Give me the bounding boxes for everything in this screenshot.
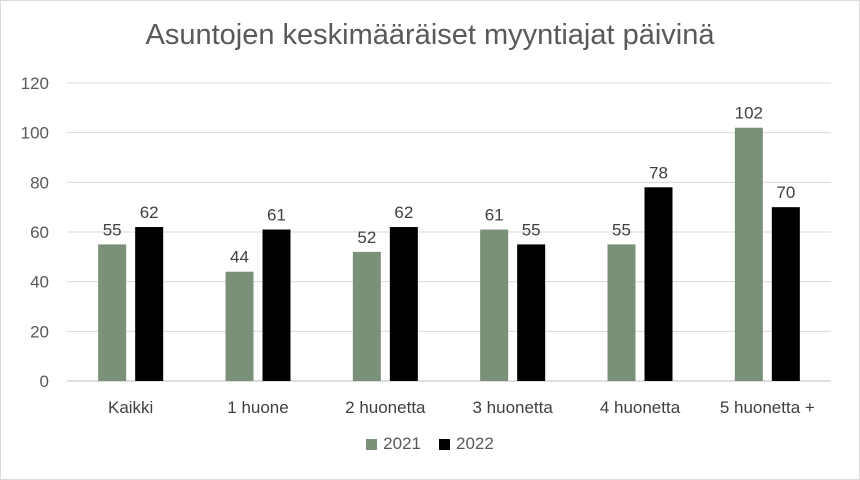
- x-category-label-4: 4 huonetta: [600, 398, 681, 417]
- legend-swatch-2022: [439, 438, 450, 450]
- x-category-label-1: 1 huone: [227, 398, 288, 417]
- bar-2021-2: [352, 251, 381, 381]
- data-label-2021-2: 52: [357, 228, 376, 247]
- chart-title: Asuntojen keskimääräiset myyntiajat päiv…: [145, 19, 715, 51]
- legend-item-2022: 2022: [439, 434, 494, 454]
- bar-2022-3: [517, 244, 546, 381]
- data-label-2021-4: 55: [612, 220, 631, 239]
- x-category-label-5: 5 huonetta +: [720, 398, 815, 417]
- data-label-2022-4: 78: [649, 163, 668, 182]
- bar-2021-5: [734, 127, 763, 381]
- y-tick-label-120: 120: [21, 74, 49, 93]
- chart-legend: 2021 2022: [1, 434, 859, 454]
- y-tick-label-60: 60: [30, 223, 49, 242]
- bar-2021-0: [98, 244, 127, 381]
- y-tick-label-0: 0: [40, 372, 49, 391]
- data-label-2021-5: 102: [735, 104, 763, 123]
- bar-2022-4: [644, 187, 673, 381]
- y-tick-label-40: 40: [30, 273, 49, 292]
- x-category-label-3: 3 huonetta: [472, 398, 553, 417]
- bar-2021-4: [607, 244, 636, 381]
- bar-2022-2: [389, 227, 418, 381]
- bar-2021-3: [480, 229, 509, 381]
- data-label-2022-0: 62: [140, 203, 159, 222]
- x-category-label-2: 2 huonetta: [345, 398, 426, 417]
- legend-item-2021: 2021: [366, 434, 421, 454]
- data-label-2022-2: 62: [394, 203, 413, 222]
- bar-2022-1: [262, 229, 291, 381]
- data-label-2022-3: 55: [522, 220, 541, 239]
- legend-label-2022: 2022: [456, 434, 494, 453]
- y-tick-label-100: 100: [21, 124, 49, 143]
- bar-2021-1: [225, 271, 254, 381]
- legend-swatch-2021: [366, 438, 378, 450]
- data-label-2022-5: 70: [776, 183, 795, 202]
- bar-2022-5: [771, 207, 800, 381]
- y-tick-label-80: 80: [30, 173, 49, 192]
- legend-label-2021: 2021: [383, 434, 421, 453]
- x-category-label-0: Kaikki: [108, 398, 153, 417]
- data-label-2022-1: 61: [267, 206, 286, 225]
- data-label-2021-1: 44: [230, 248, 249, 267]
- data-label-2021-3: 61: [485, 206, 504, 225]
- bar-2022-0: [135, 227, 164, 381]
- data-label-2021-0: 55: [103, 220, 122, 239]
- y-tick-label-20: 20: [30, 322, 49, 341]
